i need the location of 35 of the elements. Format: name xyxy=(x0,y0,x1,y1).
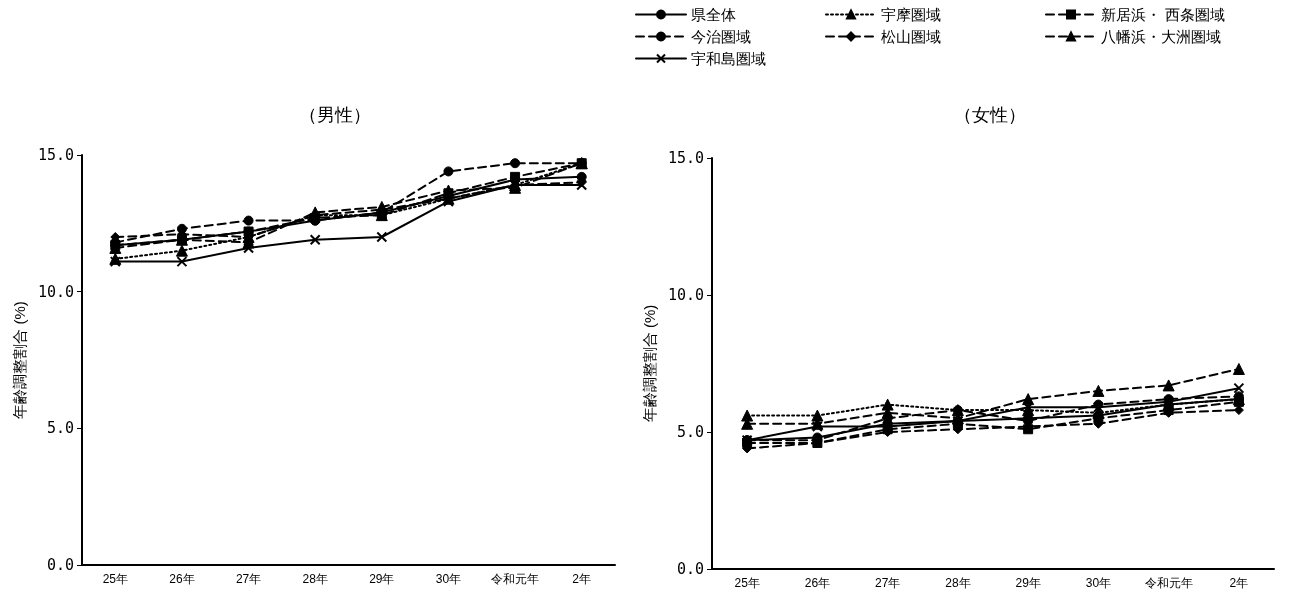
x-tick-label: 29年 xyxy=(369,572,395,586)
y-tick-label: 5.0 xyxy=(46,419,74,438)
x-tick-label: 29年 xyxy=(1015,576,1041,590)
legend-label: 宇和島圏域 xyxy=(691,50,766,67)
legend-label: 新居浜・ 西条圏域 xyxy=(1101,6,1226,23)
x-tick-label: 27年 xyxy=(235,572,262,586)
legend-label: 宇摩圏域 xyxy=(881,6,941,23)
x-tick-label: 27年 xyxy=(874,576,901,590)
chart-title: （女性） xyxy=(954,103,1026,125)
y-tick-label: 15.0 xyxy=(667,149,704,167)
x-tick-label: 30年 xyxy=(435,572,462,586)
chart-title: （男性） xyxy=(299,103,371,125)
legend-label: 松山圏域 xyxy=(881,28,941,45)
x-tick-label: 令和元年 xyxy=(1144,576,1193,590)
legend-label: 今治圏域 xyxy=(691,28,751,45)
y-tick-label: 15.0 xyxy=(37,146,74,164)
x-tick-label: 令和元年 xyxy=(491,572,540,586)
x-tick-label: 28年 xyxy=(945,576,971,590)
x-tick-label: 25年 xyxy=(734,576,760,590)
x-tick-label: 30年 xyxy=(1085,576,1112,590)
x-tick-label: 26年 xyxy=(804,576,831,590)
y-axis-title: 年齢調整割合 (%) xyxy=(10,301,28,419)
x-tick-label: 25年 xyxy=(102,572,128,586)
y-tick-label: 10.0 xyxy=(37,282,74,301)
x-tick-label: 2年 xyxy=(1229,576,1249,590)
y-tick-label: 5.0 xyxy=(676,423,704,441)
legend-label: 県全体 xyxy=(691,6,736,23)
y-tick-label: 0.0 xyxy=(46,556,74,574)
x-tick-label: 26年 xyxy=(169,572,195,586)
y-tick-label: 10.0 xyxy=(667,286,704,304)
legend-label: 八幡浜・大洲圏域 xyxy=(1101,28,1221,45)
y-tick-label: 0.0 xyxy=(676,560,704,578)
x-tick-label: 28年 xyxy=(302,572,328,586)
y-axis-title: 年齢調整割合 (%) xyxy=(640,304,658,423)
x-tick-label: 2年 xyxy=(572,572,592,586)
